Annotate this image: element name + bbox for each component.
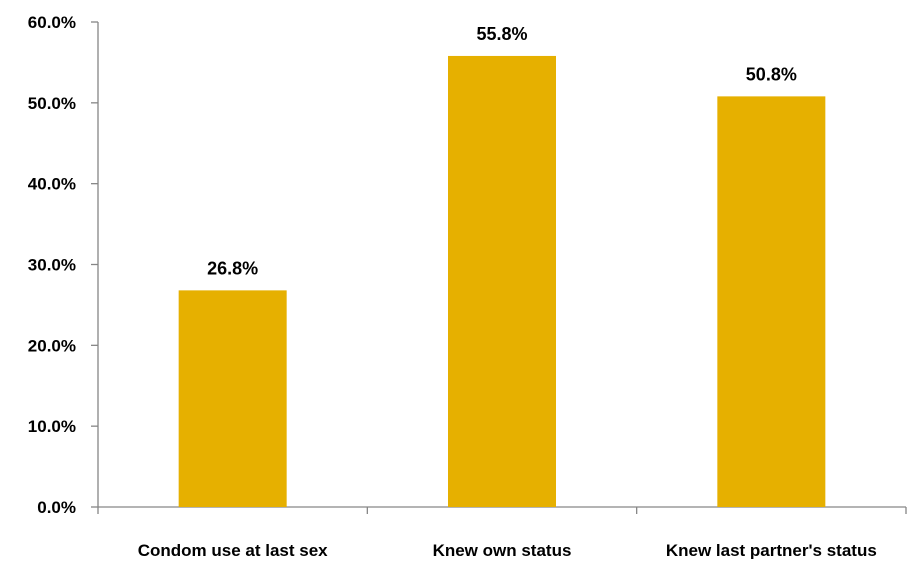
y-tick-label: 0.0% (37, 498, 76, 517)
bar-value-label: 55.8% (476, 24, 527, 44)
y-tick-label: 50.0% (28, 94, 76, 113)
y-tick-label: 40.0% (28, 175, 76, 194)
bar (717, 96, 826, 507)
bar (448, 55, 556, 507)
y-tick-label: 10.0% (28, 417, 76, 436)
y-tick-label: 60.0% (28, 13, 76, 32)
x-category-label: Condom use at last sex (138, 541, 328, 559)
bar (178, 290, 287, 507)
x-category-label: Knew own status (433, 541, 572, 559)
bar-value-label: 50.8% (746, 64, 797, 84)
bars (178, 55, 826, 507)
data-labels: 26.8% 55.8% 50.8% (207, 24, 797, 278)
y-tick-label: 30.0% (28, 256, 76, 275)
x-axis: Condom use at last sex Knew own status Kne… (97, 506, 907, 560)
bar-value-label: 26.8% (207, 258, 258, 278)
y-tick-label: 20.0% (28, 336, 76, 355)
x-category-label: Knew last partner's status (666, 541, 877, 559)
y-axis: 0.0% 10.0% 20.0% 30.0% 40.0% 50.0% 60.0% (28, 13, 99, 517)
